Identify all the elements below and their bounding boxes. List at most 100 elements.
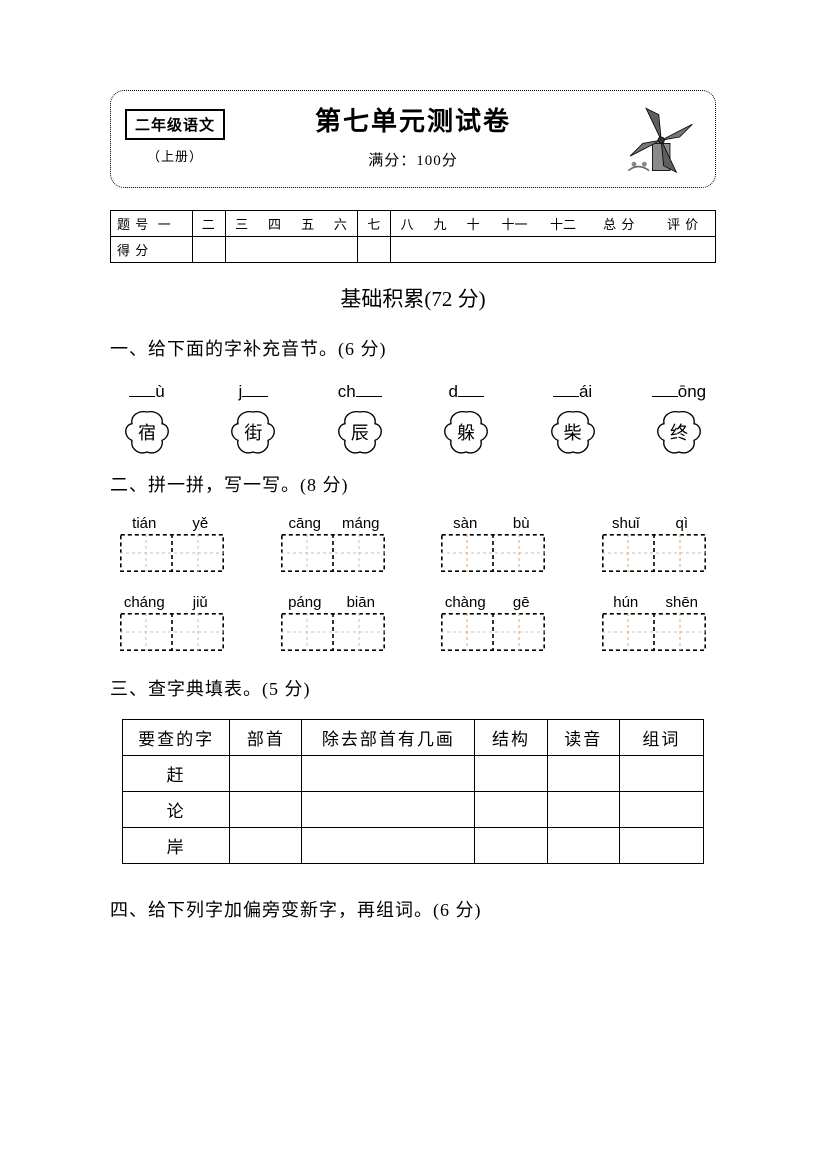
score-table: 题 号 一 二 三 四 五 六 七 八 九 十 十一 十二 总 分 评 价 得 … — [110, 210, 716, 263]
q2-pinyin: pángbiān — [284, 594, 382, 611]
q3-blank[interactable] — [619, 756, 703, 792]
pinyin-blank[interactable] — [652, 379, 678, 397]
score-blank[interactable] — [490, 237, 539, 263]
q1-item: ch 辰 — [329, 379, 391, 457]
q2-item: pángbiān — [275, 594, 392, 651]
pinyin-blank[interactable] — [553, 379, 579, 397]
pinyin-syllable: sàn — [444, 515, 486, 532]
score-blank[interactable] — [258, 237, 291, 263]
table-row: 岸 — [123, 828, 704, 864]
flower-icon: 躲 — [441, 407, 491, 457]
pinyin-syllable: shuǐ — [605, 515, 647, 532]
flower-icon: 街 — [228, 407, 278, 457]
score-row1-label: 题 号 — [117, 217, 149, 232]
q1-pinyin: d — [448, 379, 483, 399]
q1-item: j 街 — [222, 379, 284, 457]
tianzige-box[interactable] — [120, 613, 224, 651]
pinyin-syllable: páng — [284, 594, 326, 611]
table-row: 要查的字 部首 除去部首有几画 结构 读音 组词 — [123, 720, 704, 756]
q3-blank[interactable] — [230, 792, 302, 828]
pinyin-syllable: cháng — [123, 594, 165, 611]
q2-item: chànggē — [435, 594, 552, 651]
q3-blank[interactable] — [230, 828, 302, 864]
score-blank[interactable] — [424, 237, 457, 263]
q2-item: cāngmáng — [275, 515, 392, 572]
q3-blank[interactable] — [547, 792, 619, 828]
q2-heading: 二、拼一拼，写一写。(8 分) — [110, 471, 716, 497]
q2-item: sànbù — [435, 515, 552, 572]
pinyin-syllable: gē — [500, 594, 542, 611]
pinyin-syllable: tián — [123, 515, 165, 532]
tianzige-box[interactable] — [281, 613, 385, 651]
q3-blank[interactable] — [619, 828, 703, 864]
score-blank[interactable] — [358, 237, 391, 263]
score-col-6: 六 — [325, 211, 358, 237]
tianzige-box[interactable] — [441, 613, 545, 651]
tianzige-box[interactable] — [602, 534, 706, 572]
score-col-5: 五 — [292, 211, 325, 237]
score-blank[interactable] — [539, 237, 588, 263]
q2-pinyin: chángjiǔ — [123, 594, 221, 611]
q2-item: húnshēn — [596, 594, 713, 651]
score-col-4: 四 — [258, 211, 291, 237]
pinyin-blank[interactable] — [458, 379, 484, 397]
score-blank[interactable] — [651, 237, 715, 263]
q1-pinyin: ch — [338, 379, 382, 399]
q3-char-2: 论 — [123, 792, 230, 828]
score-blank[interactable] — [391, 237, 424, 263]
q3-blank[interactable] — [547, 828, 619, 864]
header-banner: 二年级语文 （上册） 第七单元测试卷 满分：100分 — [110, 90, 716, 188]
q3-char-1: 赶 — [123, 756, 230, 792]
score-blank[interactable] — [192, 237, 225, 263]
q2-grid: tiányě cāngmáng sànbù shuǐqì chángjiǔ pá… — [110, 515, 716, 651]
score-blank[interactable] — [292, 237, 325, 263]
tianzige-box[interactable] — [441, 534, 545, 572]
pinyin-syllable: chàng — [444, 594, 486, 611]
pinyin-blank[interactable] — [129, 379, 155, 397]
q1-item: ù 宿 — [116, 379, 178, 457]
tianzige-box[interactable] — [120, 534, 224, 572]
q1-heading: 一、给下面的字补充音节。(6 分) — [110, 335, 716, 361]
tianzige-box[interactable] — [602, 613, 706, 651]
score-blank[interactable] — [225, 237, 258, 263]
score-col-eval: 评 价 — [651, 211, 715, 237]
q3-col-1: 要查的字 — [123, 720, 230, 756]
q3-blank[interactable] — [547, 756, 619, 792]
pinyin-syllable: yě — [179, 515, 221, 532]
score-blank[interactable] — [587, 237, 651, 263]
q3-heading: 三、查字典填表。(5 分) — [110, 675, 716, 701]
q2-item: tiányě — [114, 515, 231, 572]
q1-pinyin: ái — [553, 379, 592, 399]
pinyin-blank[interactable] — [242, 379, 268, 397]
q3-blank[interactable] — [475, 792, 547, 828]
q2-item: chángjiǔ — [114, 594, 231, 651]
q1-item: ōng 终 — [648, 379, 710, 457]
score-blank[interactable] — [325, 237, 358, 263]
q1-char: 终 — [654, 407, 704, 457]
q3-blank[interactable] — [302, 792, 475, 828]
q3-blank[interactable] — [619, 792, 703, 828]
q1-char: 宿 — [122, 407, 172, 457]
q3-blank[interactable] — [475, 756, 547, 792]
pinyin-blank[interactable] — [356, 379, 382, 397]
score-blank[interactable] — [457, 237, 490, 263]
pinyin-text: ōng — [678, 382, 706, 401]
flower-icon: 宿 — [122, 407, 172, 457]
q3-blank[interactable] — [302, 828, 475, 864]
q1-item: d 躲 — [435, 379, 497, 457]
table-row: 得 分 — [111, 237, 716, 263]
q3-blank[interactable] — [475, 828, 547, 864]
tianzige-box[interactable] — [281, 534, 385, 572]
q3-blank[interactable] — [230, 756, 302, 792]
pinyin-text: d — [448, 382, 457, 401]
q3-blank[interactable] — [302, 756, 475, 792]
q2-pinyin: cāngmáng — [284, 515, 382, 532]
q1-pinyin: ōng — [652, 379, 706, 399]
section-title: 基础积累(72 分) — [110, 283, 716, 313]
q3-col-2: 部首 — [230, 720, 302, 756]
score-col-total: 总 分 — [587, 211, 651, 237]
score-row2-label: 得 分 — [111, 237, 193, 263]
q1-row: ù 宿j 街ch 辰d 躲ái 柴ōng 终 — [110, 379, 716, 457]
q1-pinyin: j — [239, 379, 269, 399]
pinyin-text: ù — [155, 382, 164, 401]
